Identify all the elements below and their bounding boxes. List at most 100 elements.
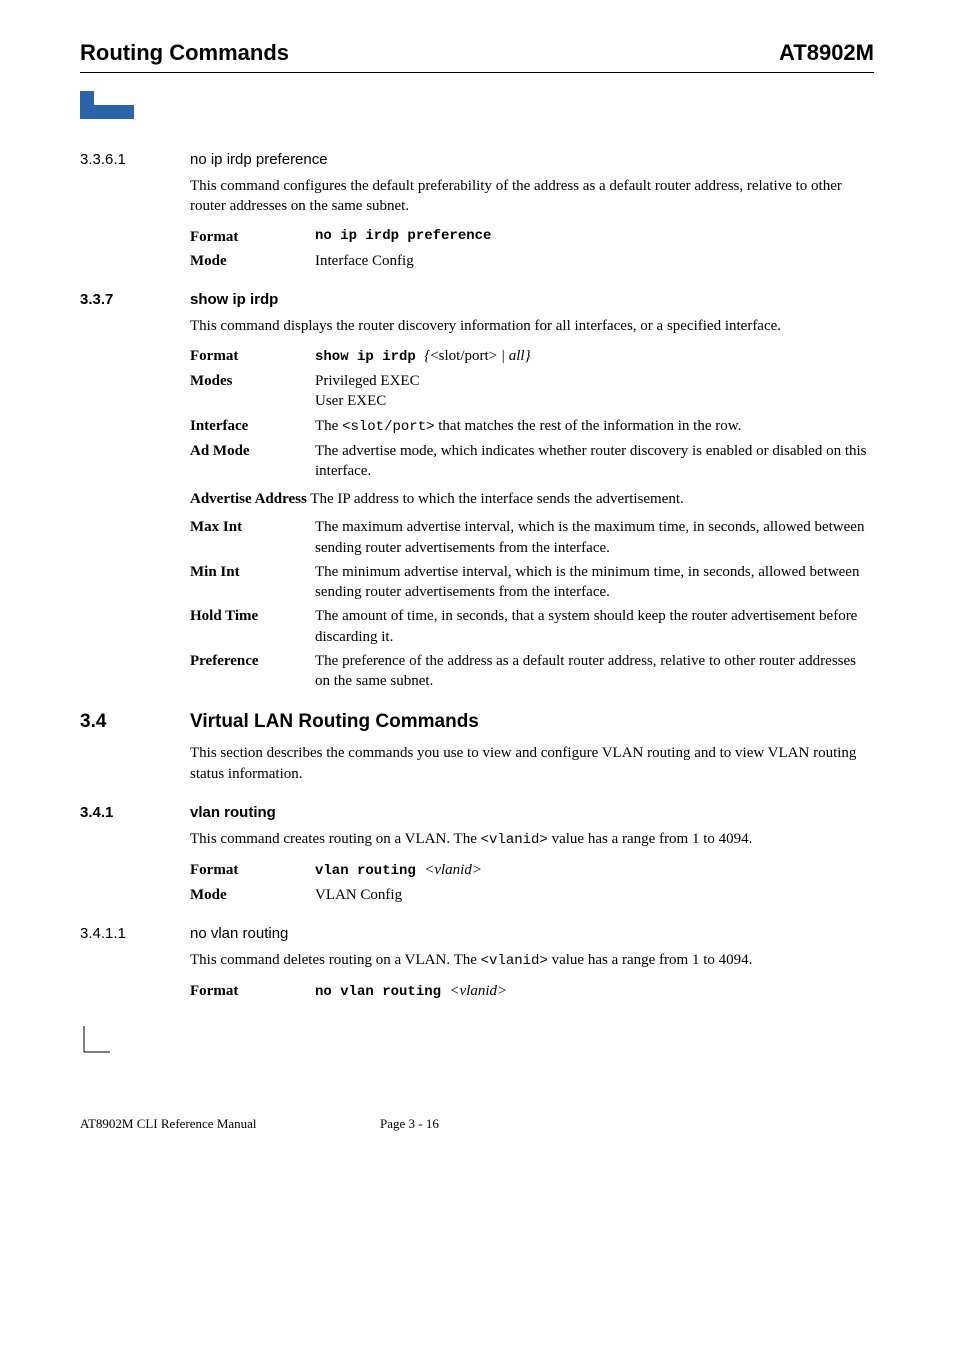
section-number: 3.3.6.1: [80, 151, 190, 168]
field-hold-time: Hold Time The amount of time, in seconds…: [190, 606, 874, 647]
section-title: Virtual LAN Routing Commands: [190, 711, 479, 733]
field-max-int: Max Int The maximum advertise interval, …: [190, 517, 874, 558]
mode-line: Privileged EXEC: [315, 371, 874, 391]
section-paragraph: This command creates routing on a VLAN. …: [190, 829, 874, 850]
header-title-left: Routing Commands: [80, 40, 289, 66]
field-key: Mode: [190, 251, 315, 271]
field-key: Advertise Address: [190, 491, 307, 507]
section-title: vlan routing: [190, 804, 276, 821]
text: This command deletes routing on a VLAN. …: [190, 952, 481, 968]
field-value: The preference of the address as a defau…: [315, 651, 874, 692]
section-number: 3.4.1.1: [80, 925, 190, 942]
header-title-right: AT8902M: [779, 40, 874, 66]
page: Routing Commands AT8902M 3.3.6.1 no ip i…: [0, 0, 954, 1172]
field-value: VLAN Config: [315, 885, 874, 905]
text: This command creates routing on a VLAN. …: [190, 831, 481, 847]
section-number: 3.4.1: [80, 804, 190, 821]
mode-line: User EXEC: [315, 391, 874, 411]
text: value has a range from 1 to 4094.: [548, 952, 753, 968]
section-3-4-1-1: 3.4.1.1 no vlan routing This command del…: [80, 925, 874, 1002]
field-interface: Interface The <slot/port> that matches t…: [190, 416, 874, 437]
field-key: Preference: [190, 651, 315, 692]
section-title: show ip irdp: [190, 291, 278, 308]
corner-icon: [80, 1026, 110, 1056]
field-key: Interface: [190, 416, 315, 437]
page-footer: AT8902M CLI Reference Manual Page 3 - 16: [80, 1116, 874, 1132]
field-key: Max Int: [190, 517, 315, 558]
section-title: no ip irdp preference: [190, 151, 328, 168]
field-format: Format vlan routing <vlanid>: [190, 860, 874, 881]
field-value: show ip irdp {<slot/port> | all}: [315, 346, 874, 367]
section-3-4-1: 3.4.1 vlan routing This command creates …: [80, 804, 874, 905]
section-paragraph: This command deletes routing on a VLAN. …: [190, 950, 874, 971]
cmd-arg: <vlanid>: [449, 983, 507, 999]
field-value: no ip irdp preference: [315, 227, 874, 247]
cmd-text: vlan routing: [315, 863, 424, 879]
field-value: no vlan routing <vlanid>: [315, 981, 874, 1002]
field-key: Format: [190, 860, 315, 881]
mono-text: <slot/port>: [342, 419, 434, 435]
section-heading: 3.3.6.1 no ip irdp preference: [80, 151, 874, 168]
section-heading: 3.4.1.1 no vlan routing: [80, 925, 874, 942]
section-3-3-6-1: 3.3.6.1 no ip irdp preference This comma…: [80, 151, 874, 271]
section-heading: 3.3.7 show ip irdp: [80, 291, 874, 308]
section-paragraph: This command displays the router discove…: [190, 316, 874, 336]
corner-mark: [80, 1026, 874, 1056]
section-number: 3.3.7: [80, 291, 190, 308]
mono-text: <vlanid>: [481, 953, 548, 969]
section-body: This command deletes routing on a VLAN. …: [190, 950, 874, 1002]
field-key: Mode: [190, 885, 315, 905]
field-value: The minimum advertise interval, which is…: [315, 562, 874, 603]
field-mode: Mode Interface Config: [190, 251, 874, 271]
cmd-arg: <slot/port>: [430, 348, 497, 364]
field-min-int: Min Int The minimum advertise interval, …: [190, 562, 874, 603]
footer-page-number: Page 3 - 16: [380, 1116, 439, 1132]
field-value: vlan routing <vlanid>: [315, 860, 874, 881]
field-format: Format show ip irdp {<slot/port> | all}: [190, 346, 874, 367]
section-3-3-7: 3.3.7 show ip irdp This command displays…: [80, 291, 874, 691]
cmd-arg: <vlanid>: [424, 862, 482, 878]
field-value: The maximum advertise interval, which is…: [315, 517, 874, 558]
brand-logo: [80, 91, 874, 133]
section-body: This command configures the default pref…: [190, 176, 874, 271]
footer-doc-title: AT8902M CLI Reference Manual: [80, 1116, 380, 1132]
cmd-arg: | all}: [497, 348, 530, 364]
field-value: The amount of time, in seconds, that a s…: [315, 606, 874, 647]
field-value: The IP address to which the interface se…: [307, 491, 684, 507]
field-key: Hold Time: [190, 606, 315, 647]
field-advertise-address: Advertise Address The IP address to whic…: [190, 489, 874, 509]
field-value: Privileged EXEC User EXEC: [315, 371, 874, 412]
cmd-text: show ip irdp: [315, 349, 424, 365]
section-heading: 3.4 Virtual LAN Routing Commands: [80, 711, 874, 733]
field-format: Format no ip irdp preference: [190, 227, 874, 247]
section-number: 3.4: [80, 711, 190, 733]
text: value has a range from 1 to 4094.: [548, 831, 753, 847]
page-header: Routing Commands AT8902M: [80, 40, 874, 73]
section-paragraph: This command configures the default pref…: [190, 176, 874, 217]
section-title: no vlan routing: [190, 925, 288, 942]
field-value: The advertise mode, which indicates whet…: [315, 441, 874, 482]
logo-icon: [80, 91, 134, 133]
field-value: The <slot/port> that matches the rest of…: [315, 416, 874, 437]
field-preference: Preference The preference of the address…: [190, 651, 874, 692]
field-value: Interface Config: [315, 251, 874, 271]
field-key: Ad Mode: [190, 441, 315, 482]
field-mode: Mode VLAN Config: [190, 885, 874, 905]
section-body: This section describes the commands you …: [190, 743, 874, 784]
field-key: Format: [190, 227, 315, 247]
field-key: Min Int: [190, 562, 315, 603]
field-ad-mode: Ad Mode The advertise mode, which indica…: [190, 441, 874, 482]
section-paragraph: This section describes the commands you …: [190, 743, 874, 784]
field-key: Format: [190, 981, 315, 1002]
section-3-4: 3.4 Virtual LAN Routing Commands This se…: [80, 711, 874, 784]
cmd-text: no vlan routing: [315, 984, 449, 1000]
section-heading: 3.4.1 vlan routing: [80, 804, 874, 821]
field-key: Modes: [190, 371, 315, 412]
field-modes: Modes Privileged EXEC User EXEC: [190, 371, 874, 412]
field-key: Format: [190, 346, 315, 367]
section-body: This command creates routing on a VLAN. …: [190, 829, 874, 905]
section-body: This command displays the router discove…: [190, 316, 874, 691]
field-format: Format no vlan routing <vlanid>: [190, 981, 874, 1002]
text: The: [315, 418, 342, 434]
mono-text: <vlanid>: [481, 832, 548, 848]
